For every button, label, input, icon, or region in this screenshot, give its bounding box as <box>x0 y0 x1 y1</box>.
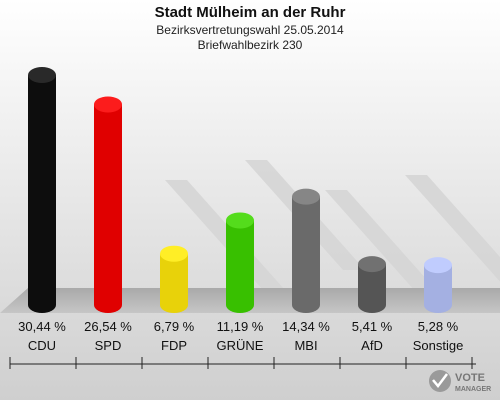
category-label: AfD <box>361 338 383 353</box>
bar-fdp <box>160 245 188 313</box>
bar-body <box>94 104 122 313</box>
bar-cap <box>292 188 320 205</box>
background-stripe <box>325 190 445 300</box>
category-label: CDU <box>28 338 56 353</box>
bar-grüne <box>226 212 254 313</box>
bar-cap <box>28 67 56 83</box>
value-label: 5,28 % <box>418 319 459 334</box>
category-label: SPD <box>95 338 122 353</box>
bars-group <box>28 67 452 313</box>
bar-sonstige <box>424 257 452 313</box>
checkmark-icon <box>432 373 448 389</box>
background-stripe <box>165 180 285 290</box>
bar-cap <box>424 257 452 274</box>
value-label: 30,44 % <box>18 319 66 334</box>
bar-body <box>292 196 320 313</box>
category-label: FDP <box>161 338 187 353</box>
bar-body <box>226 220 254 313</box>
chart-subtitle-2: Briefwahlbezirk 230 <box>198 38 303 52</box>
bar-spd <box>94 96 122 313</box>
value-label: 11,19 % <box>217 319 264 334</box>
votemanager-logo: VOTE MANAGER <box>429 370 491 393</box>
chart-subtitle-1: Bezirksvertretungswahl 25.05.2014 <box>156 23 344 37</box>
background-stripe <box>405 175 500 282</box>
value-label: 5,41 % <box>352 319 393 334</box>
category-axis: 30,44 % CDU 26,54 % SPD 6,79 % FDP 11,19 % GRÜN… <box>9 319 476 369</box>
bar-cap <box>358 256 386 273</box>
bar-cap <box>94 96 122 113</box>
value-label: 6,79 % <box>154 319 195 334</box>
bar-mbi <box>292 188 320 313</box>
bar-body <box>160 253 188 313</box>
bar-cdu <box>28 67 56 313</box>
bar-body <box>358 264 386 313</box>
category-label: Sonstige <box>413 338 464 353</box>
bar-cap <box>226 212 254 229</box>
category-label: MBI <box>294 338 317 353</box>
logo-text-vote: VOTE <box>455 372 485 384</box>
bar-body <box>28 75 56 313</box>
chart-title: Stadt Mülheim an der Ruhr <box>155 4 346 21</box>
bar-afd <box>358 256 386 313</box>
logo-text-manager: MANAGER <box>455 386 491 393</box>
value-label: 14,34 % <box>282 319 330 334</box>
category-label: GRÜNE <box>217 338 264 353</box>
bar-cap <box>160 245 188 262</box>
value-label: 26,54 % <box>84 319 132 334</box>
bar-body <box>424 265 452 313</box>
